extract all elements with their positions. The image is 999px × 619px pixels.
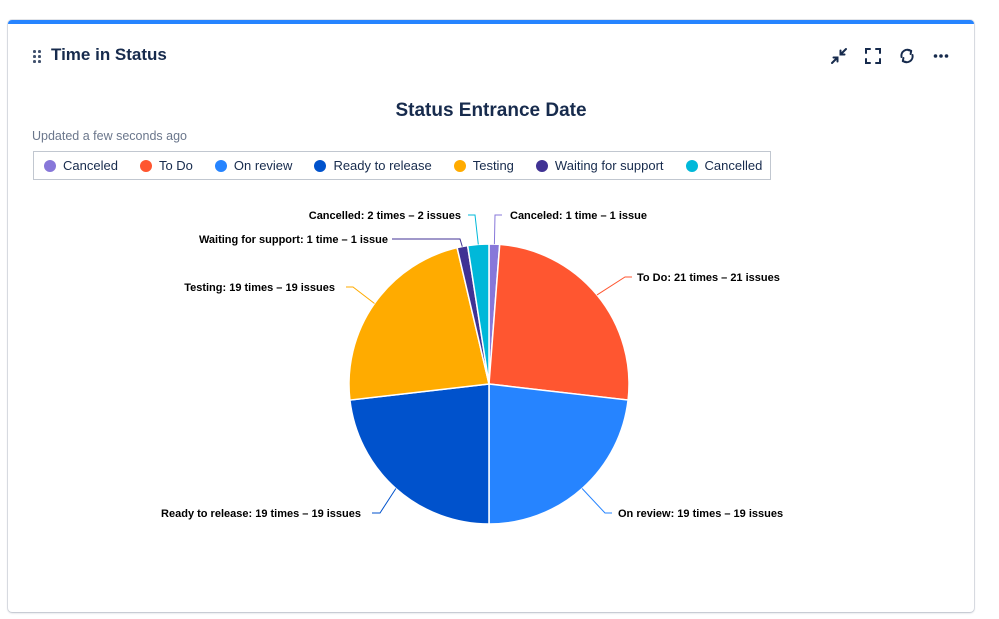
fullscreen-icon (865, 48, 881, 64)
legend-swatch (214, 159, 227, 172)
legend-swatch (535, 159, 548, 172)
refresh-icon (900, 48, 914, 64)
data-label-canceled: Canceled: 1 time – 1 issue (510, 210, 647, 222)
updated-text: Updated a few seconds ago (32, 129, 187, 143)
legend-item-waiting-for-support[interactable]: Waiting for support (535, 158, 664, 173)
data-label-testing: Testing: 19 times – 19 issues (184, 282, 335, 294)
minimize-icon (831, 48, 847, 64)
legend-item-on-review[interactable]: On review (214, 158, 293, 173)
data-label-cancelled: Cancelled: 2 times – 2 issues (309, 210, 461, 222)
legend-item-ready-to-release[interactable]: Ready to release (314, 158, 432, 173)
connector-line-testing (346, 286, 375, 304)
minimize-button[interactable] (826, 44, 852, 68)
connector-line-on-review (581, 488, 612, 514)
more-icon (933, 54, 949, 58)
gadget-title: Time in Status (51, 45, 167, 64)
legend-swatch (44, 159, 56, 172)
data-label-on-review: On review: 19 times – 19 issues (618, 508, 783, 520)
refresh-button[interactable] (894, 44, 920, 68)
time-in-status-gadget: Time in Status Status Entrance Date Up (8, 20, 974, 612)
legend-item-to-do[interactable]: To Do (139, 158, 193, 173)
legend-label: Ready to release (333, 158, 432, 173)
connector-line-to-do (596, 276, 632, 296)
legend-swatch (314, 159, 327, 172)
legend-item-testing[interactable]: Testing (453, 158, 514, 173)
fullscreen-button[interactable] (860, 44, 886, 68)
legend-label: Canceled (63, 158, 118, 173)
drag-handle-icon[interactable] (33, 50, 43, 64)
chart-legend: Canceled To Do On review Ready to releas… (33, 151, 772, 180)
legend-item-canceled[interactable]: Canceled (44, 158, 118, 173)
pie-slice-on-review[interactable] (488, 383, 629, 525)
legend-label: Waiting for support (554, 158, 664, 173)
legend-swatch (685, 159, 698, 172)
chart-title: Status Entrance Date (395, 100, 587, 121)
legend-label: To Do (158, 158, 193, 173)
legend-swatch (139, 159, 152, 172)
legend-item-cancelled[interactable]: Cancelled (685, 158, 763, 173)
pie-slice-testing[interactable] (348, 246, 490, 401)
pie-slice-ready-to-release[interactable] (349, 383, 490, 525)
legend-label: On review (233, 158, 293, 173)
more-button[interactable] (928, 44, 954, 68)
legend-swatch (453, 159, 466, 172)
data-label-to-do: To Do: 21 times – 21 issues (637, 272, 780, 284)
connector-line-ready-to-release (372, 488, 397, 514)
pie-chart: Canceled: 1 time – 1 issue To Do: 21 time… (161, 210, 783, 525)
connector-line-cancelled (468, 214, 479, 245)
data-label-ready-to-release: Ready to release: 19 times – 19 issues (161, 508, 361, 520)
connector-line-waiting-for-support (392, 238, 463, 247)
legend-label: Cancelled (704, 158, 763, 173)
gadget-toolbar (826, 44, 954, 68)
pie-slice-cancelled[interactable] (466, 243, 490, 385)
legend-label: Testing (472, 158, 514, 173)
connector-line-canceled (493, 214, 502, 245)
data-label-waiting-for-support: Waiting for support: 1 time – 1 issue (199, 234, 388, 246)
pie-slice-to-do[interactable] (488, 243, 630, 401)
